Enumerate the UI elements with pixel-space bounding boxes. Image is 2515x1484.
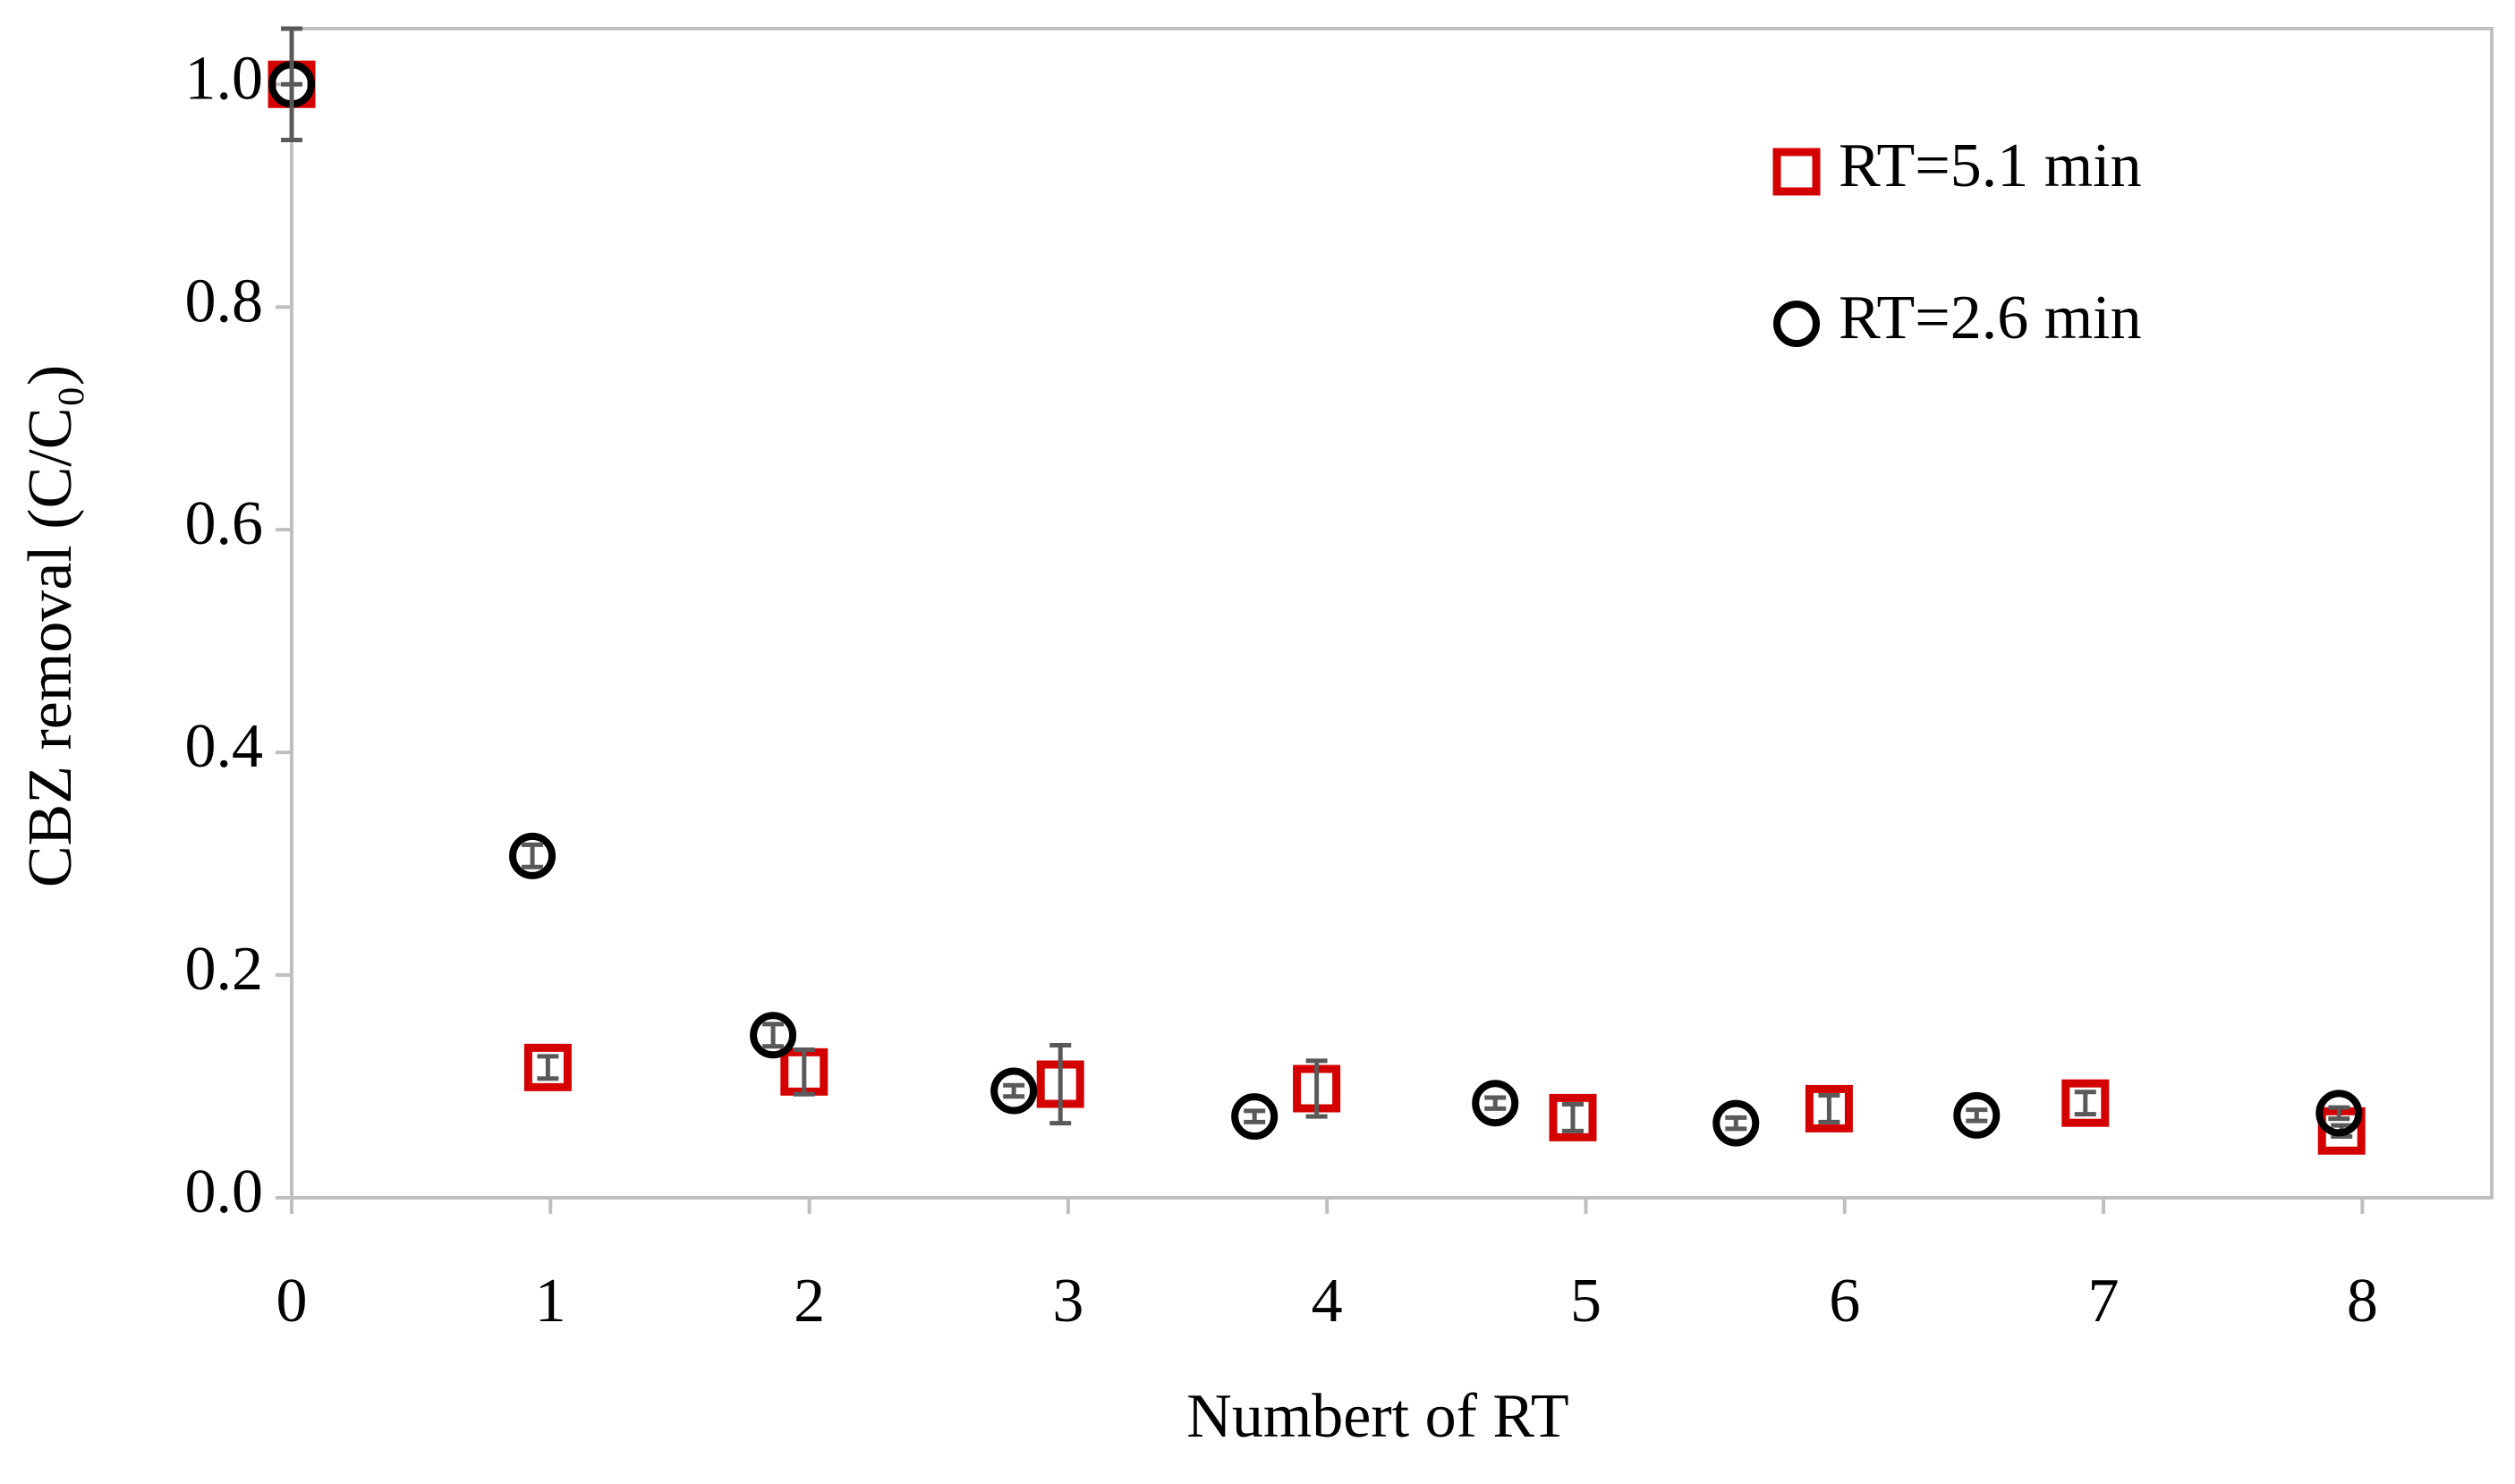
error-bar [1244, 1108, 1266, 1124]
error-bar [1003, 1082, 1025, 1099]
data-point [1549, 1093, 1597, 1141]
x-tick-label: 3 [1052, 1267, 1083, 1336]
x-tick-label: 1 [535, 1267, 566, 1336]
x-tick-label: 4 [1312, 1267, 1343, 1336]
data-point [1712, 1099, 1760, 1147]
y-axis-label: CBZ removal (C/C₀) [16, 365, 85, 887]
error-bar [1049, 1042, 1072, 1126]
y-tick-label: 0.0 [185, 1158, 264, 1226]
error-bar [281, 26, 302, 142]
x-tick-label: 0 [276, 1267, 308, 1336]
x-tick-label: 5 [1570, 1267, 1602, 1336]
y-tick-label: 0.8 [185, 267, 264, 335]
data-point [1231, 1093, 1279, 1141]
y-tick-label: 0.2 [185, 935, 264, 1004]
error-bar [1966, 1107, 1988, 1124]
legend-label: RT=5.1 min [1839, 131, 2142, 200]
data-point [2061, 1079, 2110, 1127]
error-bar [1818, 1092, 1840, 1124]
error-bar [2074, 1090, 2096, 1117]
error-bar [2328, 1105, 2350, 1122]
data-point [1805, 1084, 1853, 1132]
legend-marker [1773, 301, 1820, 347]
data-point [990, 1067, 1038, 1115]
error-bar [1725, 1115, 1747, 1132]
data-point [1472, 1080, 1519, 1127]
y-tick-label: 0.4 [185, 712, 264, 781]
error-bar [1562, 1101, 1585, 1133]
data-point [509, 832, 557, 879]
x-tick-label: 2 [794, 1267, 825, 1336]
data-point [1953, 1091, 2001, 1139]
error-bar [762, 1022, 785, 1049]
data-point [2315, 1090, 2363, 1137]
error-bar [537, 1054, 559, 1081]
x-tick-label: 6 [1829, 1267, 1860, 1336]
plot-frame [290, 27, 2494, 1200]
data-point [523, 1043, 572, 1091]
error-bar [1484, 1095, 1507, 1111]
x-tick-label: 7 [2088, 1267, 2120, 1336]
data-point [2317, 1107, 2366, 1155]
error-bar [522, 842, 544, 869]
error-bar [1305, 1058, 1328, 1119]
x-tick-label: 8 [2347, 1267, 2378, 1336]
y-tick-label: 0.6 [185, 489, 264, 558]
error-bar [793, 1047, 815, 1097]
x-axis-label: Numbert of RT [1186, 1382, 1568, 1451]
y-tick-label: 1.0 [185, 44, 264, 113]
legend-label: RT=2.6 min [1839, 284, 2142, 352]
legend-marker [1772, 148, 1821, 196]
data-point [750, 1012, 797, 1059]
